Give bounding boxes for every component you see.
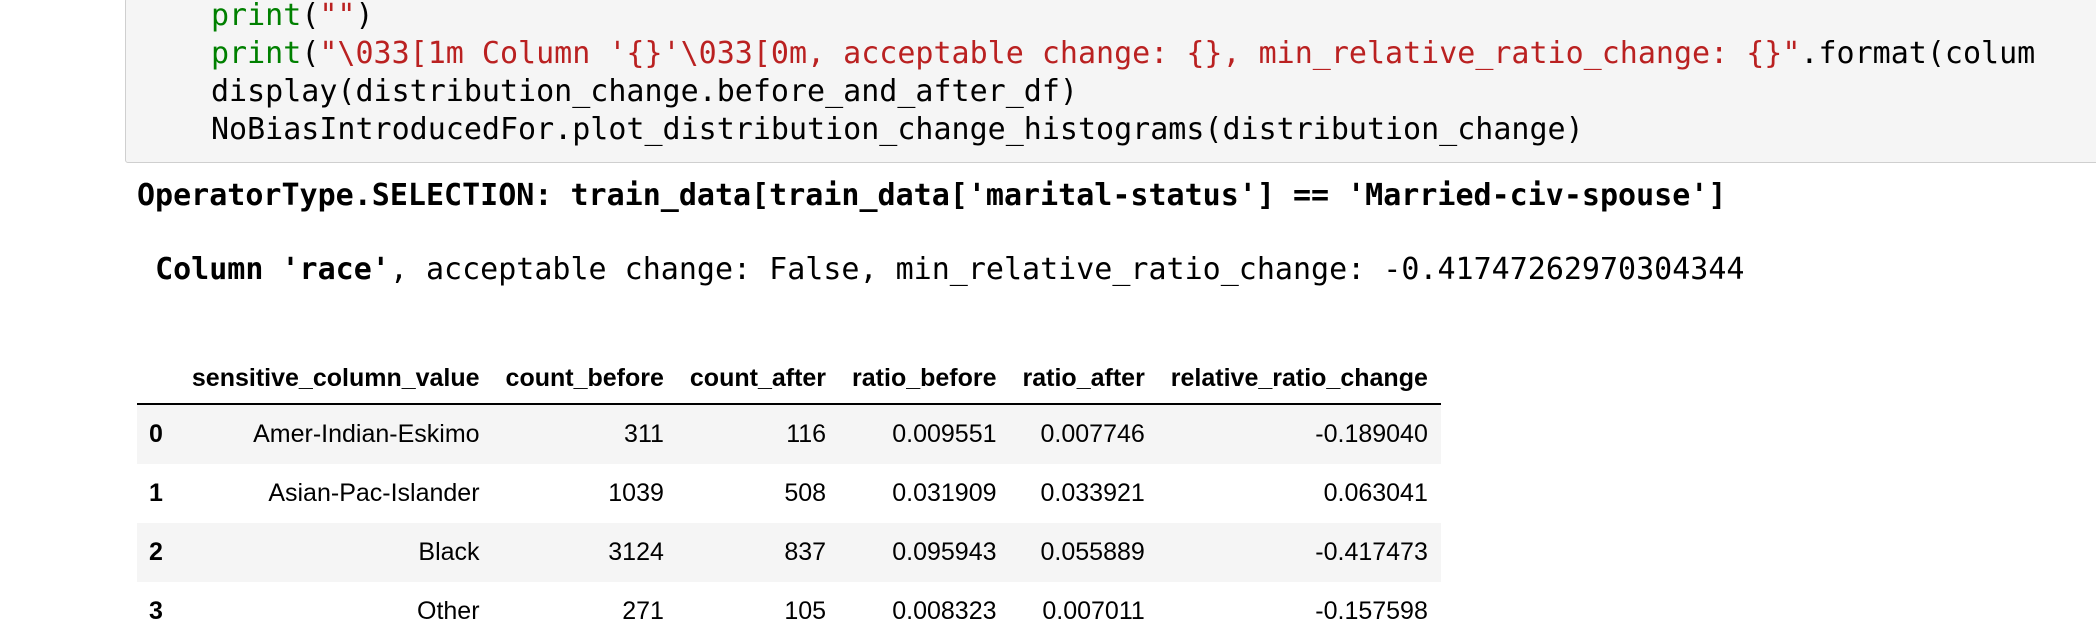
- code-paren: (: [301, 36, 320, 71]
- table-cell: 3124: [608, 538, 664, 566]
- table-cell: Amer-Indian-Eskimo: [253, 420, 480, 448]
- code-line-4: NoBiasIntroducedFor.plot_distribution_ch…: [211, 112, 1584, 147]
- code-string: "\033[1m Column '{}'\033[0m, acceptable …: [319, 36, 1801, 71]
- table-cell: 0.063041: [1323, 479, 1428, 507]
- code-string: "": [319, 0, 356, 33]
- row-index: 3: [149, 597, 163, 625]
- table-header: count_after: [689, 363, 827, 392]
- table-cell: 0.008323: [892, 597, 997, 625]
- row-index: 0: [149, 420, 163, 448]
- row-index: 1: [149, 479, 163, 507]
- table-cell: 116: [786, 420, 827, 448]
- table-cell: 0.033921: [1040, 479, 1145, 507]
- table-header: ratio_before: [852, 363, 997, 392]
- table-cell: 0.055889: [1040, 538, 1145, 566]
- table-header: ratio_after: [1022, 363, 1145, 392]
- table-header: sensitive_column_value: [191, 363, 480, 392]
- code-line-1: print(""): [211, 0, 374, 35]
- table-cell: 0.007746: [1040, 420, 1145, 448]
- table-row: 2 Black 3124 837 0.095943 0.055889 -0.41…: [137, 523, 1441, 582]
- table-cell: 311: [624, 420, 664, 448]
- table-row: 0 Amer-Indian-Eskimo 311 116 0.009551 0.…: [137, 404, 1441, 464]
- code-keyword: print: [211, 36, 302, 71]
- table-cell: 0.007011: [1042, 597, 1145, 625]
- table-row: 3 Other 271 105 0.008323 0.007011 -0.157…: [137, 582, 1441, 641]
- operator-output-line: OperatorType.SELECTION: train_data[train…: [137, 178, 1727, 213]
- table-cell: 1039: [608, 479, 664, 507]
- table-cell: 0.009551: [892, 420, 997, 448]
- code-line-3: display(distribution_change.before_and_a…: [211, 74, 1078, 109]
- leading-space: [137, 252, 155, 287]
- code-paren: (: [301, 0, 320, 33]
- table-cell: Other: [417, 597, 480, 625]
- column-details: , acceptable change: False, min_relative…: [389, 252, 1745, 287]
- table-row: 1 Asian-Pac-Islander 1039 508 0.031909 0…: [137, 464, 1441, 523]
- table-cell: 837: [784, 538, 827, 566]
- code-keyword: print: [211, 0, 302, 33]
- table-cell: Asian-Pac-Islander: [268, 479, 480, 507]
- table-cell: Black: [418, 538, 480, 566]
- table-header-index: [137, 353, 179, 404]
- column-label: Column 'race': [155, 252, 390, 287]
- table-cell: 0.095943: [892, 538, 997, 566]
- table-cell: 508: [784, 479, 827, 507]
- table-cell: -0.417473: [1315, 538, 1428, 566]
- code-text: .format(colum: [1800, 36, 2036, 71]
- code-cell[interactable]: print("") print("\033[1m Column '{}'\033…: [125, 0, 2096, 163]
- table-cell: 0.031909: [892, 479, 997, 507]
- table-header-row: sensitive_column_value count_before coun…: [137, 353, 1441, 404]
- table-cell: -0.157598: [1315, 597, 1428, 625]
- column-output-line: Column 'race', acceptable change: False,…: [137, 252, 1745, 287]
- code-paren: ): [355, 0, 374, 33]
- distribution-change-table: sensitive_column_value count_before coun…: [137, 353, 1441, 641]
- table-header: count_before: [505, 363, 664, 392]
- table-cell: 271: [622, 597, 664, 625]
- table-header: relative_ratio_change: [1170, 363, 1428, 392]
- table-cell: -0.189040: [1315, 420, 1428, 448]
- row-index: 2: [149, 538, 163, 566]
- code-line-2: print("\033[1m Column '{}'\033[0m, accep…: [211, 35, 2035, 73]
- table-cell: 105: [784, 597, 827, 625]
